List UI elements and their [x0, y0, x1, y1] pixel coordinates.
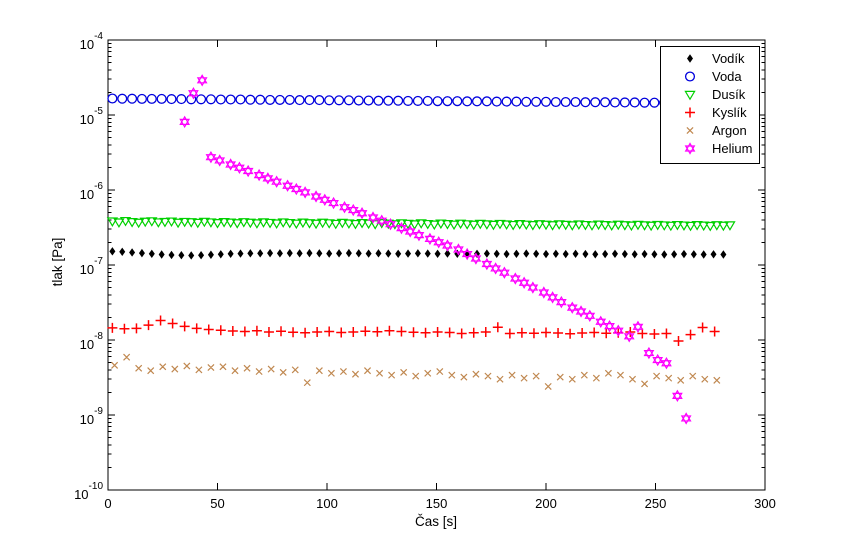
- legend-marker-hexagram-icon: [684, 142, 696, 155]
- y-tick-label: 10-6: [80, 181, 104, 202]
- legend-marker-triangle-down-icon: [684, 90, 696, 101]
- legend-label: Dusík: [712, 87, 746, 102]
- legend-marker-plus-icon: [685, 107, 695, 118]
- series-Dusík: [106, 216, 736, 232]
- legend-label: Helium: [712, 141, 752, 156]
- legend-entry-Argon: Argon: [686, 123, 747, 138]
- y-tick-label: 10-7: [80, 256, 104, 277]
- plot-box: [107, 39, 766, 491]
- series-Helium: [179, 74, 692, 425]
- legend-label: Vodík: [712, 51, 745, 66]
- legend-label: Argon: [712, 123, 747, 138]
- legend-marker-diamond-icon: [687, 54, 693, 63]
- series-Voda: [107, 93, 729, 109]
- legend-entry-Dusík: Dusík: [684, 87, 746, 102]
- legend: Vodík Voda Dusík Kyslík Argon Helium: [660, 46, 760, 164]
- legend-label: Voda: [712, 69, 742, 84]
- legend-marker-circle-icon: [684, 71, 696, 82]
- series-Argon: [111, 353, 721, 391]
- x-tick-label: 250: [645, 496, 667, 511]
- legend-entry-Kyslík: Kyslík: [685, 105, 747, 120]
- x-tick-label: 50: [210, 496, 224, 511]
- data-series-layer: [106, 74, 736, 425]
- legend-entry-Helium: Helium: [684, 141, 752, 156]
- legend-entry-Voda: Voda: [684, 69, 742, 84]
- y-axis-label: tlak [Pa]: [50, 238, 65, 287]
- series-Kyslík: [107, 315, 720, 346]
- y-tick-label: 10-4: [80, 31, 104, 52]
- legend-entry-Vodík: Vodík: [687, 51, 745, 66]
- x-tick-label: 100: [316, 496, 338, 511]
- x-tick-label: 150: [426, 496, 448, 511]
- legend-box: [660, 46, 760, 164]
- legend-label: Kyslík: [712, 105, 747, 120]
- legend-marker-x-icon: [686, 126, 694, 135]
- y-tick-label: 10-5: [80, 106, 104, 127]
- series-Vodík: [109, 247, 727, 260]
- axes: 0 50 100 150 200 250 300 10-4 10-5 10-6 10-7 10-8 10…: [74, 31, 776, 511]
- y-tick-label: 10-9: [80, 406, 104, 427]
- x-tick-label: 0: [104, 496, 111, 511]
- x-tick-label: 200: [535, 496, 557, 511]
- y-tick-label: 10-10: [74, 481, 103, 502]
- y-tick-label: 10-8: [80, 331, 104, 352]
- x-axis-label: Čas [s]: [415, 514, 457, 529]
- x-tick-label: 300: [754, 496, 776, 511]
